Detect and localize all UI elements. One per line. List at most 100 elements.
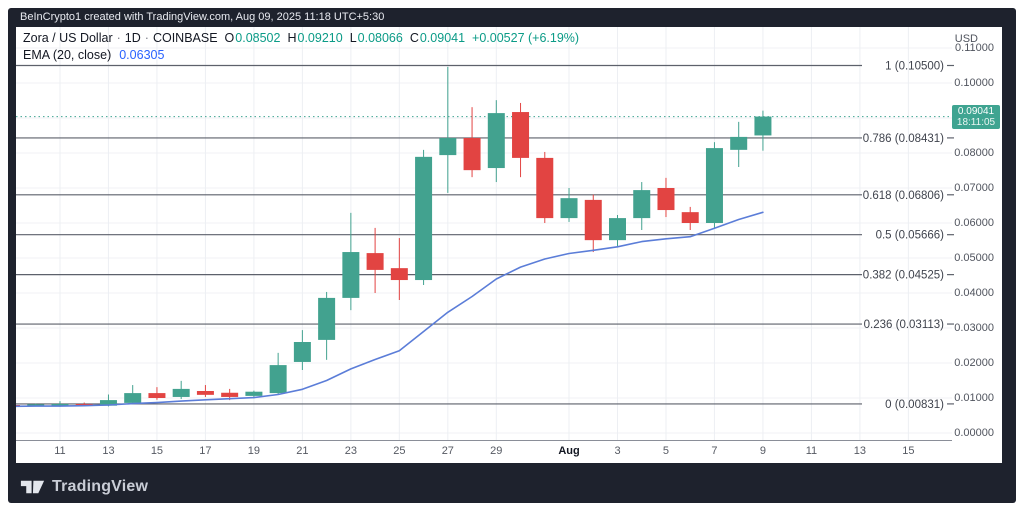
time-label: 9 (759, 445, 766, 457)
price-label: 0.05000 (954, 252, 994, 264)
candle[interactable] (415, 156, 433, 281)
time-label: 17 (199, 445, 212, 457)
price-label: 0.00000 (954, 427, 994, 439)
tradingview-logo-icon[interactable] (20, 477, 45, 497)
price-label: 0.10000 (954, 77, 994, 89)
time-label: 25 (393, 445, 406, 457)
candle[interactable] (657, 188, 675, 211)
time-label: 27 (441, 445, 454, 457)
candle[interactable] (342, 252, 360, 298)
candle[interactable] (366, 253, 384, 270)
ohlc-value: 0.08502 (235, 31, 281, 45)
symbol-title[interactable]: Zora / US Dollar (23, 31, 113, 45)
ohlc-label: C (409, 31, 419, 45)
candle[interactable] (99, 400, 117, 406)
candle[interactable] (27, 404, 45, 406)
time-label: 19 (247, 445, 261, 457)
ohlc-value: 0.09041 (419, 31, 466, 45)
legend-separator: · (116, 31, 121, 45)
candle[interactable] (245, 391, 263, 396)
fib-label: 0 (0.00831) (885, 399, 944, 411)
candle[interactable] (705, 148, 723, 223)
time-label: Aug (558, 445, 580, 457)
time-label: 3 (614, 445, 621, 457)
current-price-value: 0.09041 (957, 106, 995, 117)
candle[interactable] (730, 136, 748, 150)
candle[interactable] (172, 388, 190, 397)
fib-label: 0.5 (0.05666) (876, 230, 945, 242)
candle[interactable] (536, 157, 554, 219)
symbol-legend: Zora / US Dollar · 1D · COINBASE O0.08502 H0.0… (23, 30, 579, 64)
candle[interactable] (560, 198, 578, 219)
fib-label: 0.786 (0.08431) (863, 133, 944, 145)
change-value: +0.00527 (+6.19%) (472, 31, 580, 45)
price-label: 0.06000 (954, 217, 994, 229)
indicator-name[interactable]: EMA (20, close) (23, 48, 112, 62)
time-label: 15 (150, 445, 164, 457)
tradingview-logo-text[interactable]: TradingView (52, 477, 149, 495)
price-label: 0.04000 (954, 287, 994, 299)
candle[interactable] (148, 393, 166, 398)
ohlc-label: O (224, 31, 235, 45)
price-label: 0.07000 (954, 182, 994, 194)
candle[interactable] (681, 212, 699, 223)
fib-label: 0.236 (0.03113) (864, 319, 945, 331)
chart-frame: BeInCrypto1 created with TradingView.com… (8, 8, 1016, 503)
currency-label: USD (954, 33, 978, 45)
legend-line-1: Zora / US Dollar · 1D · COINBASE O0.08502 H0.0… (23, 30, 579, 47)
candle[interactable] (754, 116, 772, 136)
attribution-bar: BeInCrypto1 created with TradingView.com… (20, 8, 384, 27)
current-price-badge[interactable]: 0.09041 18:11:05 (952, 105, 1000, 129)
candle[interactable] (439, 137, 457, 156)
price-chart[interactable]: 1 (0.10500) 0.786 (0.08431) 0.618 (0.06806… (16, 27, 1002, 441)
candle[interactable] (196, 391, 214, 395)
time-label: 7 (711, 445, 718, 457)
candle[interactable] (487, 113, 505, 169)
fib-label: 1 (0.10500) (885, 61, 944, 73)
candle[interactable] (390, 268, 408, 281)
ohlc-value: 0.09210 (297, 31, 343, 45)
candle[interactable] (51, 403, 69, 407)
time-label: 13 (102, 445, 115, 457)
ema-line (16, 211, 764, 408)
time-label: 15 (902, 445, 915, 457)
ohlc-label: L (349, 31, 357, 45)
price-label: 0.08000 (954, 147, 994, 159)
candle[interactable] (609, 218, 626, 241)
ohlc-label: H (287, 31, 297, 45)
time-label: 11 (54, 445, 66, 457)
fib-label: 0.382 (0.04525) (863, 270, 944, 282)
candle[interactable] (584, 199, 602, 241)
exchange-label: COINBASE (152, 31, 218, 45)
ohlc-values: O0.08502 H0.09210 L0.08066 C0.09041 (218, 31, 466, 45)
candle[interactable] (221, 392, 239, 397)
candle[interactable] (463, 137, 481, 171)
time-label: 13 (853, 445, 867, 457)
candle[interactable] (318, 297, 336, 340)
price-label: 0.02000 (954, 357, 994, 369)
legend-line-2: EMA (20, close) 0.06305 (23, 47, 579, 64)
interval-label[interactable]: 1D (124, 31, 141, 45)
candle[interactable] (512, 112, 530, 158)
countdown-timer: 18:11:05 (956, 117, 996, 128)
time-label: 5 (662, 445, 670, 457)
ohlc-value: 0.08066 (357, 31, 403, 45)
time-label: 29 (490, 445, 503, 457)
bottom-bar: TradingView (20, 470, 148, 503)
candle[interactable] (124, 393, 142, 403)
time-axis[interactable]: 11 13 15 17 19 21 23 25 27 29 Aug 3 5 7 9 11 13 15 (16, 441, 952, 463)
indicator-value: 0.06305 (119, 48, 165, 62)
fib-label: 0.618 (0.06806) (863, 190, 944, 202)
price-label: 0.11000 (955, 42, 994, 54)
attribution-text: BeInCrypto1 created with TradingView.com… (20, 11, 385, 23)
time-label: 23 (344, 445, 357, 457)
legend-separator: · (144, 31, 149, 45)
chart-panel: 1 (0.10500) 0.786 (0.08431) 0.618 (0.06806… (16, 27, 1002, 463)
price-label: 0.03000 (954, 322, 994, 334)
candle[interactable] (269, 365, 287, 394)
time-label: 11 (805, 445, 818, 457)
candle[interactable] (75, 403, 93, 406)
candle[interactable] (293, 342, 311, 362)
candle[interactable] (633, 190, 651, 219)
